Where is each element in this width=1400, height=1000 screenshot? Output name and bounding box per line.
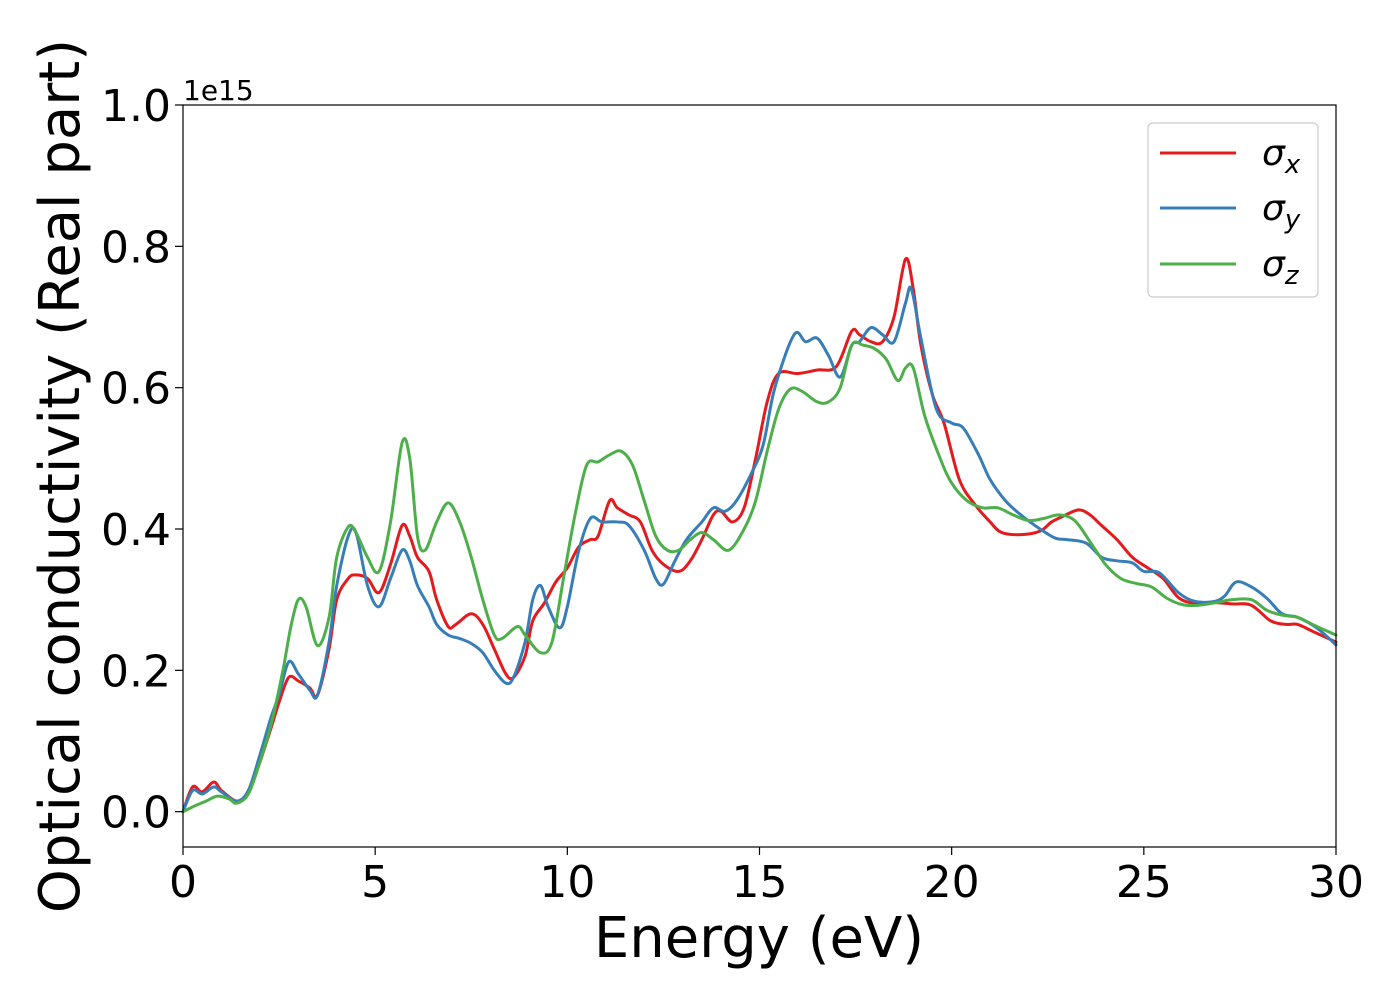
- x-axis: 0 5 10 15 20 25 30: [169, 847, 1364, 908]
- series-line-x: [181, 256, 1338, 814]
- x-tick-label: 10: [539, 857, 595, 908]
- x-axis-label: Energy (eV): [594, 906, 924, 971]
- y-axis-label: Optical conductivity (Real part): [28, 39, 93, 913]
- y-tick-label: 0.6: [101, 364, 171, 415]
- y-tick-label: 0.0: [101, 788, 171, 839]
- y-tick-label: 1.0: [101, 81, 171, 132]
- x-tick-label: 25: [1116, 857, 1172, 908]
- x-tick-label: 20: [924, 857, 980, 908]
- y-tick-label: 0.2: [101, 646, 171, 697]
- y-tick-label: 0.8: [101, 222, 171, 273]
- legend-frame: [1147, 122, 1319, 298]
- legend-label-y: σy: [1262, 188, 1301, 235]
- y-axis: 0.0 0.2 0.4 0.6 0.8 1.0: [101, 81, 183, 839]
- y-tick-label: 0.4: [101, 505, 171, 556]
- x-tick-label: 0: [169, 857, 197, 908]
- series-group: [181, 256, 1338, 814]
- x-tick-label: 30: [1308, 857, 1364, 908]
- y-offset-label: 1e15: [183, 74, 254, 107]
- plot-background: [183, 105, 1336, 847]
- plot-area: [181, 104, 1338, 848]
- x-tick-label: 15: [732, 857, 788, 908]
- series-line-z: [181, 340, 1338, 814]
- x-tick-label: 5: [361, 857, 389, 908]
